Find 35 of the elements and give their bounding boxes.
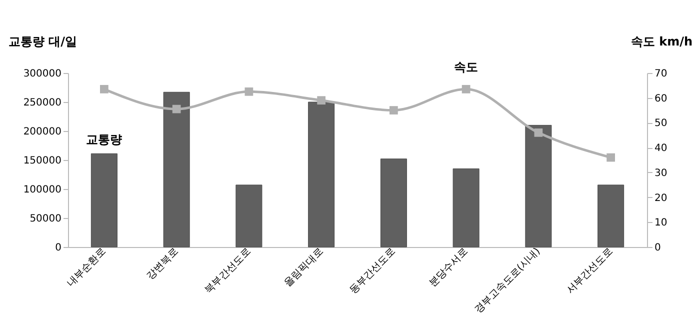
y-tick-label: 300000 xyxy=(23,68,62,80)
bar xyxy=(525,124,552,248)
y-axis-title: 교통량 대/일 xyxy=(8,34,78,48)
y-tick-label: 0 xyxy=(55,242,62,254)
point xyxy=(606,153,615,162)
bar xyxy=(452,168,480,248)
point xyxy=(244,87,254,96)
series-label: 속도 xyxy=(454,60,478,74)
y2-tick-label: 20 xyxy=(654,192,668,204)
y-tick-label: 100000 xyxy=(23,184,62,196)
y2-tick-label: 10 xyxy=(654,218,668,229)
bar xyxy=(598,184,624,248)
y2-tick-label: 40 xyxy=(654,143,668,154)
y-tick-label: 200000 xyxy=(23,126,62,138)
series-label: 교통량 xyxy=(86,132,122,147)
y2-tick-label: 0 xyxy=(654,242,661,254)
y-tick-label: 250000 xyxy=(23,98,62,108)
point xyxy=(390,106,398,114)
bar xyxy=(308,102,335,248)
y2-tick-label: 70 xyxy=(654,68,668,80)
point xyxy=(172,104,181,114)
y-tick-label: 50000 xyxy=(30,214,62,224)
point xyxy=(100,84,108,94)
point xyxy=(317,96,326,105)
bar xyxy=(163,92,190,248)
point xyxy=(534,128,543,137)
y2-tick-label: 50 xyxy=(654,118,668,130)
bar xyxy=(90,153,118,248)
point xyxy=(462,84,470,94)
y-tick-label: 150000 xyxy=(23,156,62,166)
y2-tick-label: 30 xyxy=(654,168,668,179)
bar xyxy=(236,184,262,248)
y2-axis-title: 속도 km/h xyxy=(630,34,692,48)
bar xyxy=(380,158,407,248)
y2-tick-label: 60 xyxy=(654,93,668,104)
